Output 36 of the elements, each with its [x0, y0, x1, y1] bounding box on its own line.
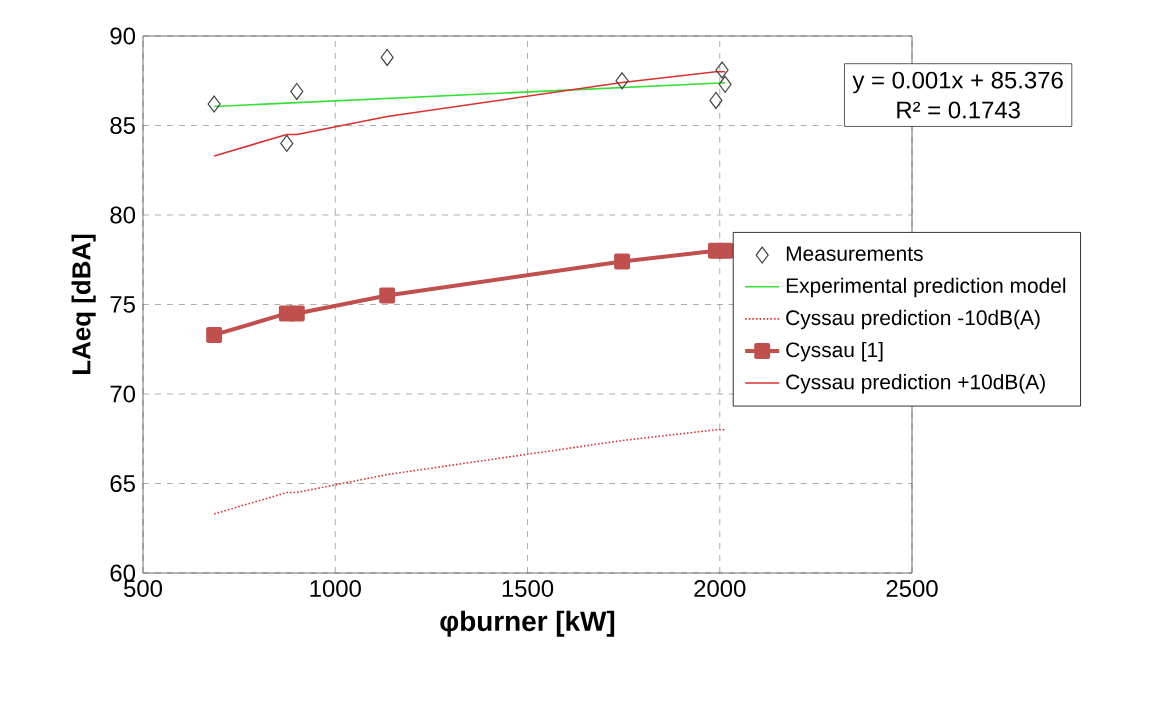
- point: [290, 82, 304, 101]
- x-tick-label: 500: [124, 580, 163, 597]
- legend-label: Experimental prediction model: [786, 277, 1066, 298]
- point: [280, 134, 294, 152]
- point: [614, 253, 631, 270]
- point: [718, 75, 732, 93]
- point: [615, 72, 629, 90]
- point: [379, 287, 396, 304]
- x-tick-label: 2500: [886, 580, 938, 597]
- y-tick-label: 75: [110, 296, 135, 313]
- legend-label: Measurements: [786, 246, 923, 261]
- point: [206, 326, 223, 343]
- point: [380, 48, 394, 67]
- y-tick-label: 70: [110, 385, 136, 403]
- point: [288, 305, 305, 322]
- x-axis-title: φburner [kW]: [440, 610, 615, 637]
- point: [207, 95, 221, 113]
- point: [709, 91, 723, 110]
- legend-label: Cyssau prediction -10dB(A): [786, 309, 1040, 330]
- x-tick-label: 1000: [310, 580, 361, 597]
- line-series: [213, 71, 726, 157]
- point: [715, 61, 729, 79]
- x-tick-label: 1500: [502, 580, 554, 597]
- point: [717, 242, 734, 259]
- annotation: y = 0.001x + 85.376: [852, 71, 1063, 94]
- y-tick-label: 90: [110, 27, 136, 45]
- x-tick-label: 2000: [694, 580, 746, 597]
- annotation: R² = 0.1743: [897, 101, 1020, 119]
- y-tick-label: 85: [110, 117, 135, 134]
- line-series: [213, 429, 726, 515]
- y-axis-title: LAeq [dBA]: [71, 234, 96, 374]
- legend-label: Cyssau [1]: [786, 341, 883, 362]
- y-tick-label: 65: [110, 475, 135, 492]
- y-tick-label: 80: [110, 206, 136, 224]
- legend-label: Cyssau prediction +10dB(A): [786, 373, 1045, 394]
- y-tick-label: 60: [110, 564, 136, 582]
